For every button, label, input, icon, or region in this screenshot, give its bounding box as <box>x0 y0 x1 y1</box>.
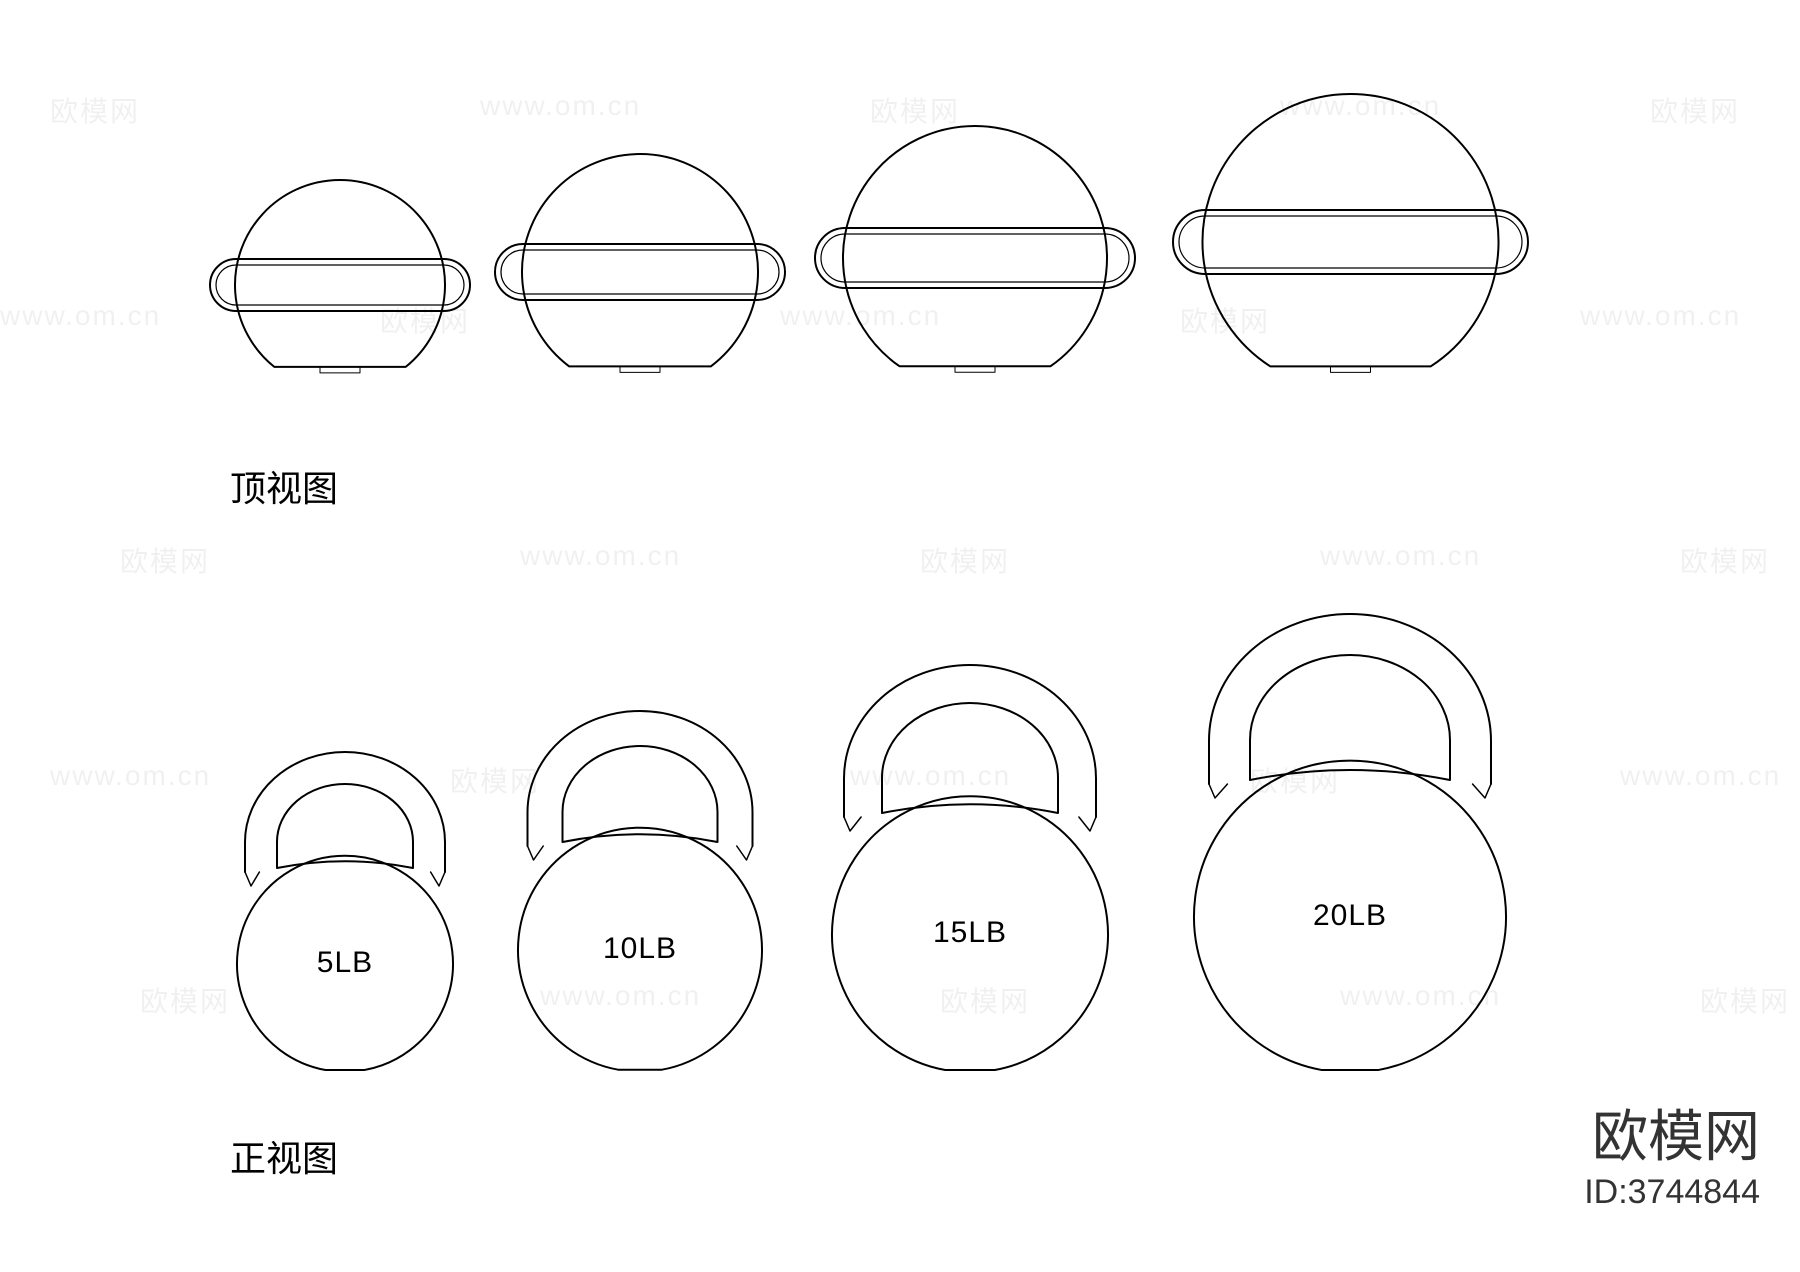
watermark: www.om.cn <box>520 540 681 572</box>
kettlebell-front-4: 20LB <box>1186 606 1514 1159</box>
watermark: 欧模网 <box>920 540 1010 580</box>
watermark: www.om.cn <box>480 90 641 122</box>
watermark: 欧模网 <box>450 760 540 800</box>
watermark: www.om.cn <box>50 760 211 792</box>
weight-label-1: 5LB <box>317 946 373 980</box>
watermark: www.om.cn <box>1580 300 1741 332</box>
watermark: 欧模网 <box>120 540 210 580</box>
watermark: 欧模网 <box>870 90 960 130</box>
watermark: 欧模网 <box>940 980 1030 1020</box>
watermark: www.om.cn <box>850 760 1011 792</box>
watermark: 欧模网 <box>1700 980 1790 1020</box>
kettlebell-front-2: 10LB <box>510 703 770 1141</box>
kettlebell-front-3: 15LB <box>824 657 1116 1149</box>
watermark: 欧模网 <box>380 300 470 340</box>
watermark: 欧模网 <box>1650 90 1740 130</box>
watermark: www.om.cn <box>1280 90 1441 122</box>
watermark: www.om.cn <box>1340 980 1501 1012</box>
watermark: 欧模网 <box>50 90 140 130</box>
diagram-canvas: 5LB 10LB 15LB 20LB 欧模网 www.om.cn 欧模网 www.om.cn 欧… <box>0 0 1800 1272</box>
watermark: www.om.cn <box>780 300 941 332</box>
top-view-label: 顶视图 <box>230 460 338 512</box>
watermark: www.om.cn <box>540 980 701 1012</box>
watermark: www.om.cn <box>0 300 161 332</box>
kettlebell-front-1: 5LB <box>229 744 461 1134</box>
weight-label-3: 15LB <box>933 916 1007 950</box>
kettlebell-top-3 <box>805 116 1145 400</box>
kettlebell-top-1 <box>200 170 480 400</box>
brand-name: 欧模网 <box>1584 1092 1760 1173</box>
watermark: www.om.cn <box>1620 760 1781 792</box>
watermark: 欧模网 <box>140 980 230 1020</box>
front-view-label: 正视图 <box>230 1130 338 1182</box>
watermark: 欧模网 <box>1680 540 1770 580</box>
weight-label-4: 20LB <box>1313 899 1387 933</box>
watermark: www.om.cn <box>1320 540 1481 572</box>
brand-block: 欧模网 ID:3744844 <box>1584 1092 1760 1212</box>
weight-label-2: 10LB <box>603 932 677 966</box>
watermark: 欧模网 <box>1180 300 1270 340</box>
kettlebell-top-2 <box>485 144 795 400</box>
watermark: 欧模网 <box>1250 760 1340 800</box>
kettlebell-top-4 <box>1163 84 1538 400</box>
brand-id: ID:3744844 <box>1584 1173 1760 1212</box>
